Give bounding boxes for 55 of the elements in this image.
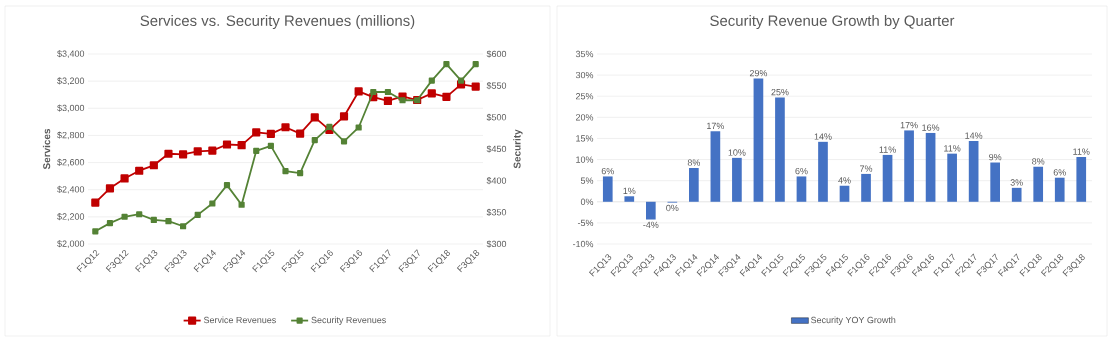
- y-tick-label: $2,200: [57, 212, 85, 221]
- data-label: 8%: [1032, 158, 1045, 165]
- data-label: 9%: [989, 153, 1002, 161]
- y-tick-label: 0%: [580, 198, 594, 205]
- data-label: 25%: [771, 88, 789, 96]
- y2-tick-label: $500: [486, 113, 507, 121]
- y-tick-label: 5%: [580, 177, 594, 184]
- y-tick-label: 30%: [575, 71, 594, 79]
- y2-tick-label: $600: [486, 50, 507, 58]
- data-label: 0%: [666, 204, 679, 212]
- y-tick-label: 25%: [575, 93, 594, 100]
- data-label: 11%: [1073, 148, 1090, 155]
- data-label: 6%: [795, 167, 808, 175]
- data-label: -4%: [643, 221, 659, 228]
- y2-tick-label: $300: [486, 240, 507, 248]
- y-tick-label: $2,000: [57, 240, 85, 248]
- y-axis-title: Services: [42, 128, 51, 170]
- data-label: 8%: [687, 159, 701, 166]
- data-label: 14%: [814, 133, 832, 140]
- y-tick-label: $2,800: [57, 131, 85, 140]
- y2-tick-label: $350: [486, 208, 507, 216]
- y-tick-label: $3,400: [57, 50, 85, 58]
- legend-label: Service Revenues: [203, 316, 276, 324]
- y-tick-label: 35%: [575, 50, 594, 58]
- y-tick-label: 15%: [576, 135, 594, 142]
- y-tick-label: $3,200: [57, 77, 85, 86]
- y2-tick-label: $400: [486, 177, 507, 185]
- y-tick-label: -10%: [572, 240, 594, 248]
- y-tick-label: 20%: [575, 114, 594, 121]
- data-label: 1%: [623, 187, 636, 195]
- legend-label: Security Revenues: [311, 316, 386, 325]
- data-label: 11%: [879, 146, 896, 153]
- y-tick-label: 10%: [576, 156, 594, 163]
- data-label: 4%: [838, 177, 851, 184]
- y-tick-label: -5%: [577, 219, 594, 227]
- chart-title: Services vs. Security Revenues (millions): [140, 15, 415, 29]
- data-label: 16%: [922, 124, 940, 131]
- y2-tick-label: $450: [486, 145, 507, 153]
- y2-axis-title: Security: [513, 129, 523, 169]
- data-label: 6%: [1053, 169, 1066, 176]
- legend-label: Security YOY Growth: [811, 316, 896, 325]
- data-label: 3%: [1010, 179, 1023, 186]
- y-tick-label: $3,000: [57, 104, 85, 113]
- data-label: 10%: [728, 149, 746, 156]
- data-label: 11%: [944, 145, 961, 152]
- data-label: 14%: [965, 132, 983, 139]
- y-tick-label: $2,400: [57, 185, 85, 194]
- y-tick-label: $2,600: [57, 158, 85, 167]
- data-label: 17%: [707, 122, 725, 130]
- chart-title: Security Revenue Growth by Quarter: [710, 15, 955, 29]
- data-label: 17%: [900, 121, 918, 129]
- y2-tick-label: $550: [486, 82, 507, 90]
- data-label: 7%: [860, 165, 873, 172]
- data-label: 29%: [749, 69, 768, 77]
- data-label: 6%: [601, 167, 614, 175]
